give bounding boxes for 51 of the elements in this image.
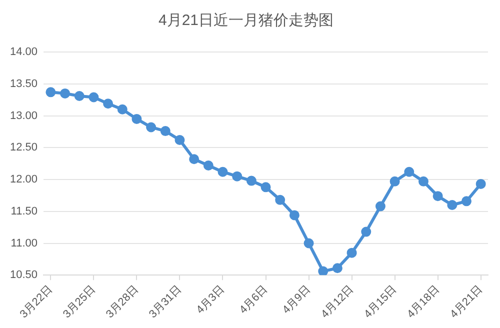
point xyxy=(318,266,328,276)
y-tick-label: 13.50 xyxy=(10,78,38,90)
y-tick-label: 10.50 xyxy=(10,269,38,282)
x-tick-label: 4月18日 xyxy=(405,284,442,321)
point xyxy=(346,248,357,258)
point xyxy=(203,160,214,170)
y-tick-label: 12.50 xyxy=(10,142,38,154)
x-tick-label: 3月22日 xyxy=(18,284,55,321)
chart-title: 4月21日近一月猪价走势图 xyxy=(158,12,334,30)
point xyxy=(74,90,84,101)
x-tick-label: 4月3日 xyxy=(194,284,228,316)
point xyxy=(146,122,156,132)
point xyxy=(375,201,386,212)
x-tick-label: 3月28日 xyxy=(104,284,141,321)
point xyxy=(390,176,400,186)
y-tick-label: 11.50 xyxy=(10,205,38,218)
x-tick-label: 3月25日 xyxy=(60,284,98,321)
point xyxy=(218,166,228,177)
point xyxy=(461,196,472,206)
x-tick-label: 4月6日 xyxy=(237,284,270,316)
y-tick-label: 14.00 xyxy=(10,46,38,58)
point xyxy=(174,134,185,145)
point xyxy=(361,226,372,237)
x-tick-label: 4月21日 xyxy=(448,284,486,321)
y-tick-label: 13.00 xyxy=(10,110,38,122)
point xyxy=(332,263,342,274)
point xyxy=(304,238,314,248)
point xyxy=(103,98,114,109)
point xyxy=(447,200,458,210)
x-tick-label: 4月12日 xyxy=(319,284,356,321)
point xyxy=(132,114,142,124)
point xyxy=(404,166,414,177)
point xyxy=(160,126,170,136)
point xyxy=(232,171,242,182)
x-tick-label: 4月9日 xyxy=(280,284,314,316)
point xyxy=(476,178,486,189)
point xyxy=(418,176,428,186)
point xyxy=(275,194,286,205)
point xyxy=(189,154,200,164)
point xyxy=(60,88,70,98)
point xyxy=(46,87,56,98)
point xyxy=(246,176,256,186)
x-tick-label: 3月31日 xyxy=(146,284,184,321)
point xyxy=(117,104,128,114)
y-tick-label: 11.00 xyxy=(10,237,38,250)
point xyxy=(260,182,271,192)
point xyxy=(289,210,300,220)
point xyxy=(432,191,443,202)
y-tick-label: 12.00 xyxy=(10,174,38,186)
point xyxy=(88,92,99,102)
x-tick-label: 4月15日 xyxy=(362,284,400,321)
